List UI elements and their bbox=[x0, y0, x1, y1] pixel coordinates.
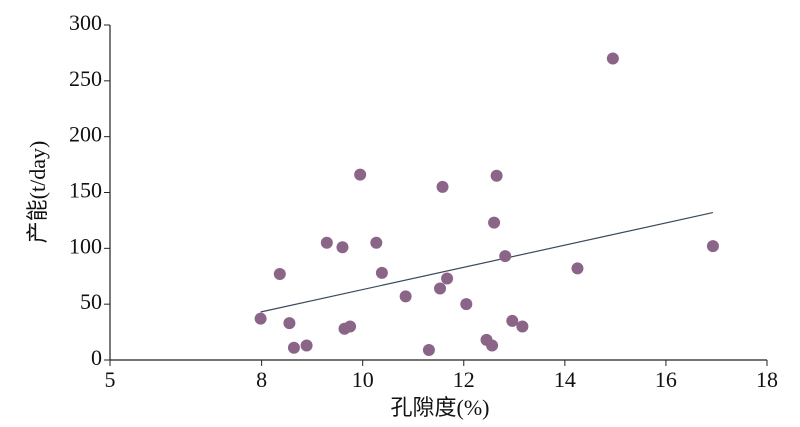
y-tick-label: 300 bbox=[69, 10, 102, 35]
y-tick-label: 50 bbox=[80, 289, 102, 314]
data-point bbox=[300, 339, 313, 352]
data-point bbox=[606, 52, 619, 65]
data-point bbox=[706, 240, 719, 253]
y-tick-label: 100 bbox=[69, 233, 102, 258]
data-point bbox=[375, 266, 388, 279]
data-point bbox=[486, 339, 499, 352]
data-point bbox=[571, 262, 584, 275]
data-point bbox=[370, 236, 383, 249]
data-point bbox=[441, 272, 454, 285]
data-point bbox=[336, 241, 349, 254]
y-tick-label: 250 bbox=[69, 66, 102, 91]
data-point bbox=[460, 298, 473, 311]
data-point bbox=[490, 169, 503, 182]
data-point bbox=[320, 236, 333, 249]
data-point bbox=[488, 216, 501, 229]
x-tick-label: 10 bbox=[352, 367, 374, 392]
x-tick-label: 16 bbox=[655, 367, 677, 392]
data-point bbox=[254, 312, 267, 325]
x-tick-label: 8 bbox=[256, 367, 267, 392]
y-tick-label: 0 bbox=[91, 345, 102, 370]
data-point bbox=[506, 314, 519, 327]
y-axis-title: 产能(t/day) bbox=[25, 141, 50, 244]
data-point bbox=[354, 168, 367, 181]
data-point bbox=[516, 320, 529, 333]
data-point bbox=[273, 268, 286, 281]
trend-line bbox=[260, 212, 714, 313]
x-tick-label: 18 bbox=[756, 367, 778, 392]
data-point bbox=[499, 250, 512, 263]
x-tick-label: 5 bbox=[105, 367, 116, 392]
data-point bbox=[287, 341, 300, 354]
data-point bbox=[422, 343, 435, 356]
y-tick-label: 150 bbox=[69, 178, 102, 203]
x-tick-label: 14 bbox=[554, 367, 576, 392]
x-tick-label: 12 bbox=[453, 367, 475, 392]
data-point bbox=[344, 320, 357, 333]
data-point bbox=[434, 282, 447, 295]
data-point bbox=[436, 180, 449, 193]
y-tick-label: 200 bbox=[69, 122, 102, 147]
data-point bbox=[283, 317, 296, 330]
data-point bbox=[399, 290, 412, 303]
x-axis-title: 孔隙度(%) bbox=[391, 395, 490, 420]
